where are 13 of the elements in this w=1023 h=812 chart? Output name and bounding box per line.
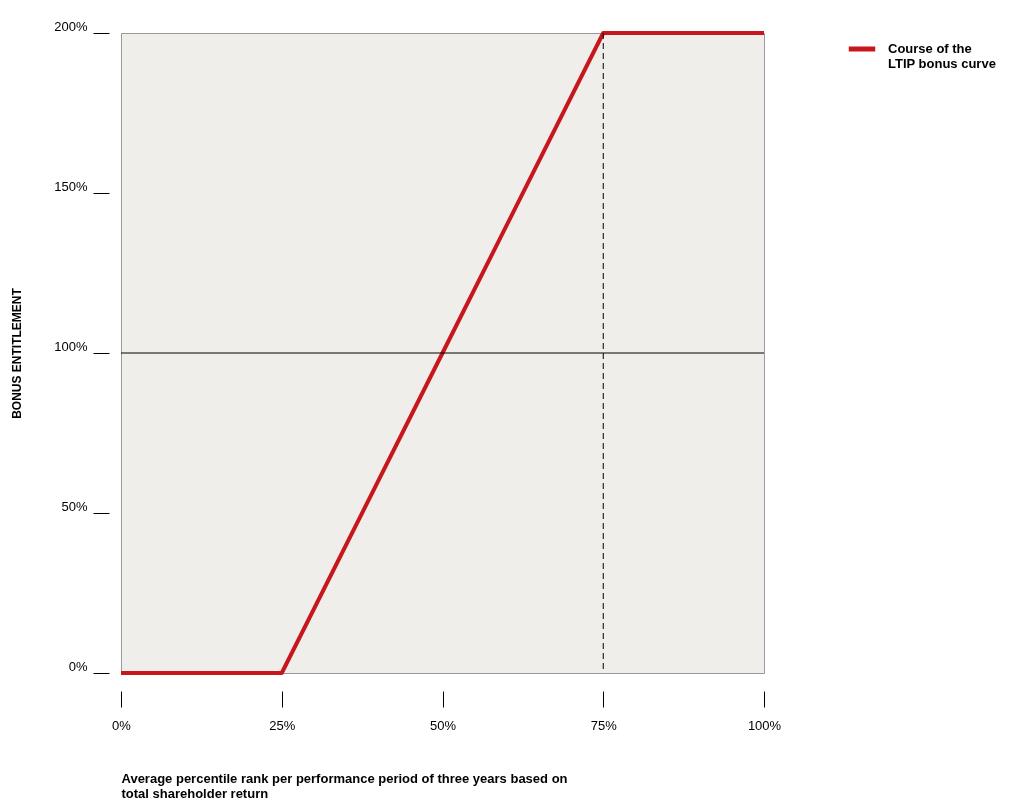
y-tick-label: 0% [68, 658, 88, 674]
x-axis-title: Average percentile rank per performance period of three years based on total shareholder return [121, 770, 568, 801]
x-tick-label: 100% [747, 717, 782, 733]
x-tick-label: 25% [269, 717, 296, 733]
y-tick-label: 200% [54, 18, 88, 34]
y-tick-label: 100% [54, 338, 88, 354]
x-tick-label: 0% [112, 717, 132, 733]
x-tick-label: 75% [590, 717, 618, 733]
y-tick-label: 150% [54, 178, 88, 194]
legend-label: Course of the LTIP bonus curve [888, 41, 996, 71]
x-tick-label: 50% [429, 717, 457, 733]
y-tick-label: 50% [61, 498, 88, 514]
y-axis-title: BONUS ENTITLEMENT [10, 287, 25, 419]
